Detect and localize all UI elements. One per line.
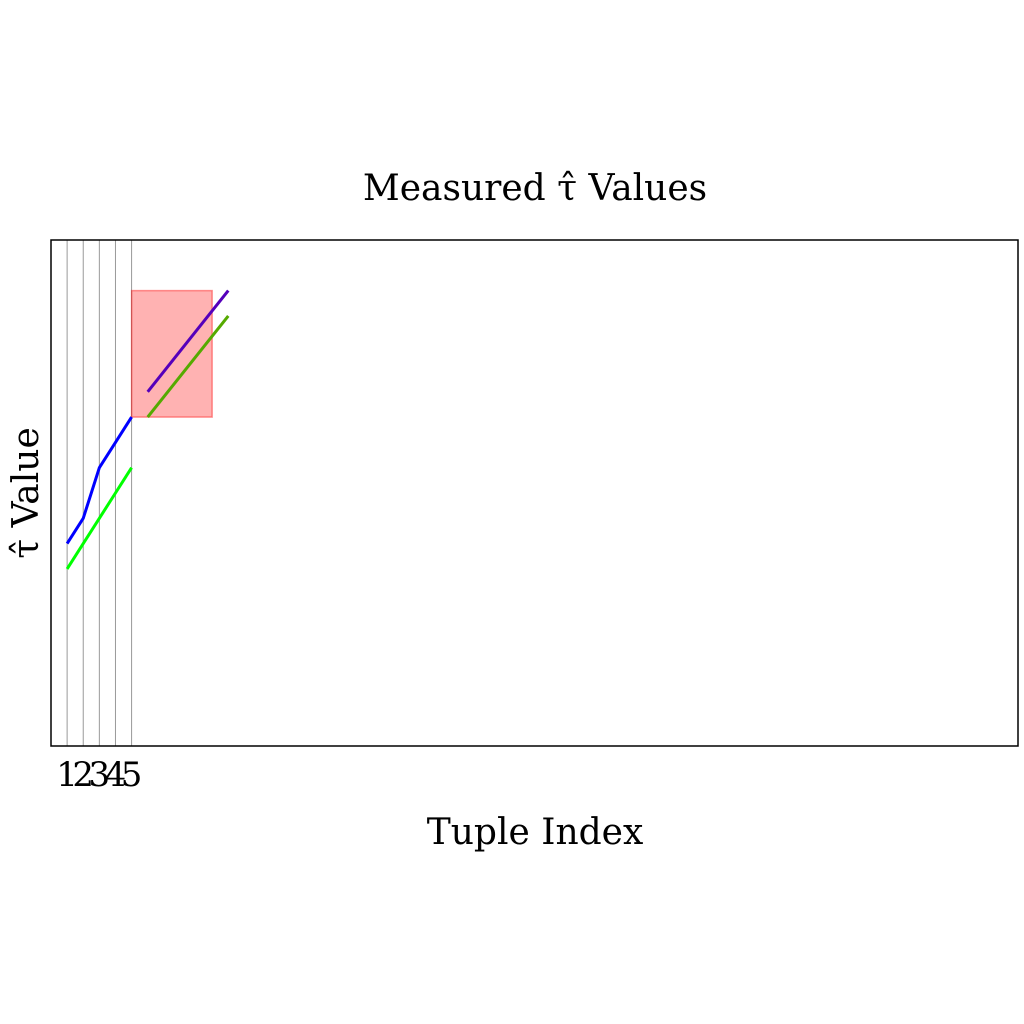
y-axis-label: τ̂ Value (6, 427, 47, 559)
series-line-green (65, 466, 133, 570)
x-tick-label-1: 1 (56, 755, 78, 795)
plot-frame (50, 239, 1019, 747)
overlay-line-olive (146, 314, 230, 419)
overlay-line-purple (146, 289, 230, 393)
chart-title: Measured τ̂ Values (363, 168, 707, 209)
grid-lines (66, 240, 133, 746)
highlight-region (130, 289, 213, 418)
series-line-blue (65, 416, 133, 545)
highlight-region-layer (130, 289, 213, 418)
x-axis-label: Tuple Index (427, 812, 644, 853)
x-tick-label-5: 5 (121, 755, 143, 795)
series-layer (65, 289, 230, 570)
x-tick-label-4: 4 (105, 755, 127, 795)
x-tick-label-2: 2 (72, 755, 94, 795)
x-tick-label-3: 3 (89, 755, 111, 795)
